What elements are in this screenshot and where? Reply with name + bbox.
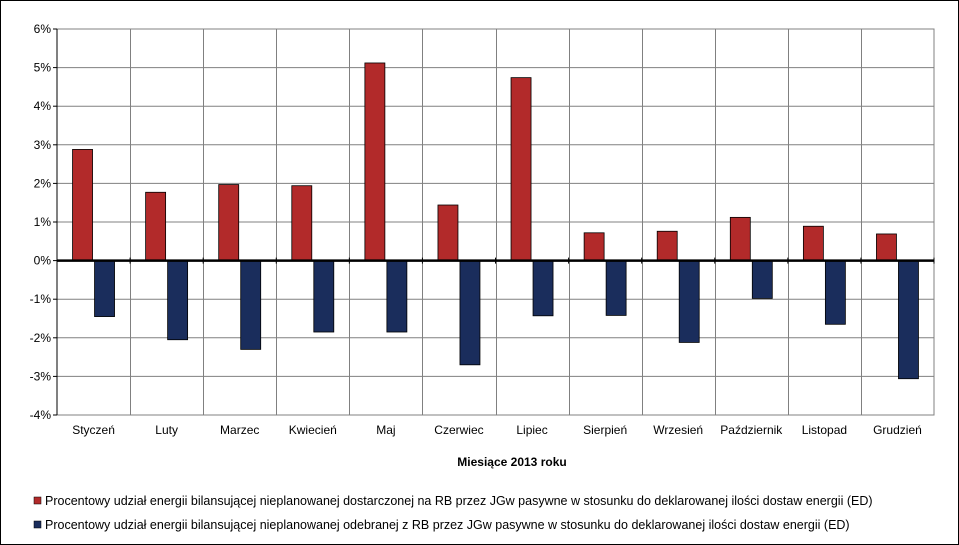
- bar-supplied: [656, 230, 678, 262]
- x-tick-label: Maj: [376, 423, 395, 437]
- legend-swatch-supplied: [33, 496, 42, 505]
- y-tick-label: 3%: [34, 138, 52, 152]
- bar-supplied: [364, 62, 386, 262]
- bar-supplied: [72, 149, 93, 262]
- bar-supplied: [583, 232, 605, 261]
- y-tick-label: -4%: [30, 408, 52, 422]
- legend-label-received: Procentowy udział energii bilansującej n…: [45, 518, 850, 532]
- x-axis-title: Miesiące 2013 roku: [457, 455, 566, 469]
- x-tick-label: Czerwiec: [434, 423, 483, 437]
- gridlines: [57, 29, 934, 415]
- x-tick-label: Listopad: [802, 423, 847, 437]
- x-tick-label: Lipiec: [516, 423, 547, 437]
- legend: Procentowy udział energii bilansującej n…: [33, 494, 873, 532]
- zero-axis: [56, 257, 935, 264]
- y-tick-label: 0%: [34, 254, 52, 268]
- legend-swatch-received: [33, 520, 42, 529]
- bar-received: [532, 260, 554, 317]
- bar-received: [240, 260, 262, 350]
- bar-supplied: [510, 77, 532, 262]
- x-tick-label: Sierpień: [583, 423, 627, 437]
- bar-supplied: [218, 184, 240, 261]
- x-axis-ticks: Styczeń Luty Marzec Kwiecień Maj Czerwiec Lipi…: [72, 423, 922, 437]
- x-tick-label: Styczeń: [72, 423, 115, 437]
- bar-received: [751, 260, 773, 299]
- bar-received: [824, 260, 846, 325]
- y-axis-ticks: 6% 5% 4% 3% 2% 1% 0% -1% -2% -3% -4%: [30, 22, 58, 422]
- y-tick-label: -1%: [30, 292, 52, 306]
- bar-received: [167, 260, 189, 341]
- x-tick-label: Październik: [720, 423, 783, 437]
- y-tick-label: 5%: [34, 61, 52, 75]
- bar-supplied: [291, 185, 313, 262]
- bar-received: [94, 260, 115, 317]
- x-tick-label: Luty: [155, 423, 178, 437]
- x-tick-label: Marzec: [220, 423, 259, 437]
- bar-supplied: [802, 225, 824, 262]
- bar-supplied: [729, 216, 751, 261]
- x-tick-label: Wrzesień: [653, 423, 703, 437]
- legend-label-supplied: Procentowy udział energii bilansującej n…: [45, 494, 873, 508]
- bar-received: [459, 260, 481, 366]
- bars: [72, 62, 919, 380]
- bar-supplied: [437, 204, 459, 262]
- y-tick-label: -3%: [30, 369, 52, 383]
- y-tick-label: -2%: [30, 331, 52, 345]
- y-tick-label: 4%: [34, 99, 52, 113]
- y-tick-label: 1%: [34, 215, 52, 229]
- bar-received: [678, 260, 700, 343]
- bar-received: [898, 260, 919, 380]
- bar-received: [605, 260, 627, 316]
- x-tick-label: Grudzień: [873, 423, 922, 437]
- bar-supplied: [876, 233, 897, 262]
- x-tick-label: Kwiecień: [289, 423, 337, 437]
- y-tick-label: 6%: [34, 22, 52, 36]
- y-tick-label: 2%: [34, 176, 52, 190]
- bar-supplied: [145, 191, 167, 261]
- bar-received: [313, 260, 335, 333]
- bar-received: [386, 260, 408, 333]
